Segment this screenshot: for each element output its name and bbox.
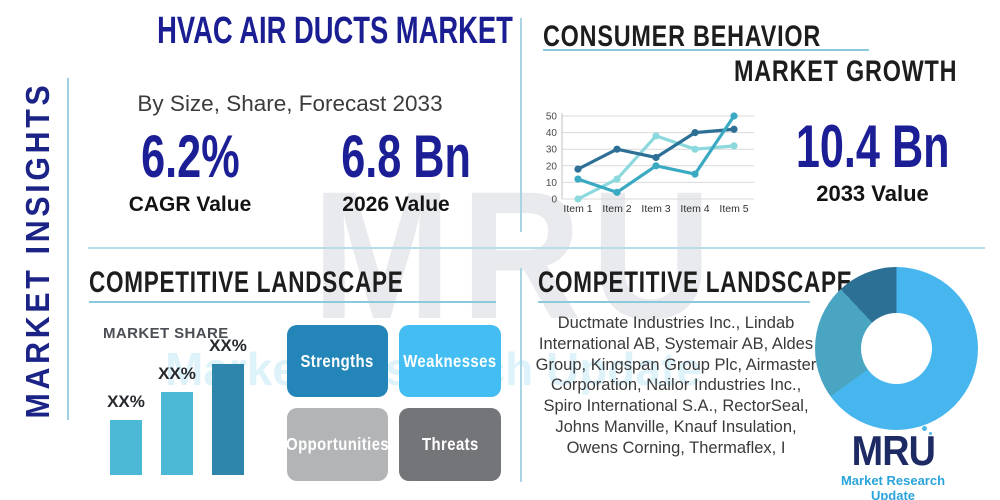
series-light-cyan-point xyxy=(652,132,660,140)
cagr-label: CAGR Value xyxy=(128,193,252,216)
splash-dot-icon xyxy=(929,432,932,435)
horizontal-divider xyxy=(88,247,985,249)
competitive-landscape-right-underline xyxy=(538,301,810,303)
swot-box-label: Threats xyxy=(421,434,479,454)
consumer-behavior-underline xyxy=(543,49,869,51)
market-share-title: MARKET SHARE xyxy=(103,325,229,342)
competitive-landscape-left-heading: COMPETITIVE LANDSCAPE xyxy=(89,266,508,300)
swot-box-opportunities: Opportunities xyxy=(285,408,390,481)
series-teal-point xyxy=(691,170,699,178)
mru-logo-tagline: Market Research Update xyxy=(840,473,946,500)
swot-box-label: Weaknesses xyxy=(403,350,497,371)
sidebar-divider-line xyxy=(67,78,69,420)
mru-logo-text: MRU xyxy=(823,420,963,474)
bar-value-label: XX% xyxy=(158,364,196,383)
cagr-value: 6.2% xyxy=(110,127,270,187)
value-2026-label: 2026 Value xyxy=(342,193,450,216)
x-tick-label: Item 3 xyxy=(641,203,670,215)
watermark-text: MRU xyxy=(312,153,721,357)
consumer-behavior-heading: CONSUMER BEHAVIOR xyxy=(543,20,899,54)
x-tick-label: Item 4 xyxy=(680,203,709,215)
series-teal-point xyxy=(574,175,582,183)
x-tick-label: Item 1 xyxy=(563,203,592,215)
value-2033-text: 10.4 Bn xyxy=(795,113,950,180)
competitive-landscape-left-text: COMPETITIVE LANDSCAPE xyxy=(89,266,404,299)
market-share-donut-chart xyxy=(815,267,978,430)
swot-grid: Strengths Weaknesses Opportunities Threats xyxy=(285,325,502,481)
competitive-landscape-right-heading: COMPETITIVE LANDSCAPE xyxy=(538,266,957,300)
series-light-cyan-point xyxy=(613,175,621,183)
market-share-bar xyxy=(212,364,244,475)
y-tick-label: 50 xyxy=(546,112,558,123)
value-2033: 10.4 Bn xyxy=(760,117,985,177)
series-dark-blue-point xyxy=(691,129,699,137)
splash-dot-icon xyxy=(926,420,929,423)
series-dark-blue-point xyxy=(730,125,738,133)
swot-box-strengths: Strengths xyxy=(287,325,388,397)
series-dark-blue-point xyxy=(652,153,660,162)
vertical-divider-bottom xyxy=(520,268,522,482)
series-teal-point xyxy=(730,112,738,120)
y-tick-label: 40 xyxy=(546,128,558,139)
y-tick-label: 30 xyxy=(546,145,558,156)
vertical-divider-top xyxy=(520,18,522,232)
page-title: HVAC AIR DUCTS MARKET xyxy=(88,10,513,53)
swot-box-label: Strengths xyxy=(300,350,375,371)
sidebar-vertical-title: MARKET INSIGHTS xyxy=(19,81,56,419)
bar-value-label: XX% xyxy=(209,336,247,355)
swot-box-weaknesses: Weaknesses xyxy=(399,325,501,397)
value-2026: 6.8 Bn xyxy=(316,127,476,187)
value-2033-label: 2033 Value xyxy=(816,181,929,206)
y-tick-label: 20 xyxy=(546,161,558,172)
page-title-text: HVAC AIR DUCTS MARKET xyxy=(157,10,513,52)
consumer-behavior-heading-text: CONSUMER BEHAVIOR xyxy=(543,20,822,53)
market-share-bar xyxy=(161,392,193,475)
series-light-cyan-point xyxy=(691,145,699,153)
mru-logo-letters: MRU xyxy=(851,427,935,474)
series-light-cyan-point xyxy=(730,142,738,150)
market-growth-heading-text: MARKET GROWTH xyxy=(733,55,957,88)
x-tick-label: Item 5 xyxy=(719,203,748,215)
market-share-bar xyxy=(110,420,142,475)
value-2026-text: 6.8 Bn xyxy=(341,123,471,190)
market-growth-line-chart: 0 10 20 30 40 50 Item 1 Item 2 Item 3 Item 4 Item … xyxy=(546,112,754,215)
series-dark-blue-point xyxy=(613,145,621,153)
x-tick-label: Item 2 xyxy=(602,203,631,215)
market-growth-heading: MARKET GROWTH xyxy=(671,55,957,89)
y-tick-label: 10 xyxy=(546,178,558,189)
y-tick-label: 0 xyxy=(551,195,557,206)
market-share-bar-chart: MARKET SHARE XX% XX% XX% xyxy=(100,319,275,475)
cagr-value-text: 6.2% xyxy=(140,123,240,190)
bar-value-label: XX% xyxy=(107,392,145,411)
series-teal-point xyxy=(613,188,621,196)
competitive-landscape-left-underline xyxy=(89,301,496,303)
page-subtitle: By Size, Share, Forecast 2033 xyxy=(137,91,443,116)
series-teal-point xyxy=(652,162,660,170)
swot-box-label: Opportunities xyxy=(285,434,390,454)
series-dark-blue-point xyxy=(574,165,582,173)
company-list: Ductmate Industries Inc., Lindab Interna… xyxy=(535,314,817,457)
series-light-cyan-point xyxy=(574,195,582,203)
competitive-landscape-right-text: COMPETITIVE LANDSCAPE xyxy=(538,266,853,299)
mru-logo: MRU Market Research Update xyxy=(823,420,963,500)
splash-dot-icon xyxy=(922,426,927,431)
swot-box-threats: Threats xyxy=(399,408,501,481)
